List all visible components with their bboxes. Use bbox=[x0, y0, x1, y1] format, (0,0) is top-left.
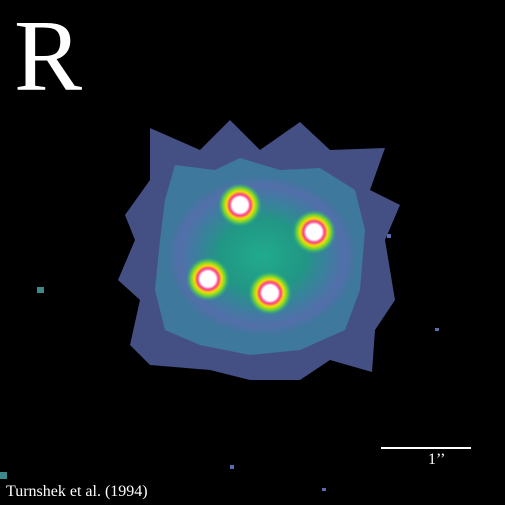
noise-pixels bbox=[0, 234, 439, 491]
filter-band-label: R bbox=[14, 0, 83, 113]
quasar-image-right bbox=[292, 210, 336, 254]
quasar-image-left bbox=[186, 257, 230, 301]
lens-halo bbox=[118, 120, 400, 380]
scale-bar bbox=[381, 447, 471, 449]
scale-bar-label: 1’’ bbox=[428, 451, 446, 468]
quasar-image-bottom bbox=[248, 271, 292, 315]
quasar-image-top bbox=[218, 183, 262, 227]
image-credit: Turnshek et al. (1994) bbox=[6, 483, 148, 500]
